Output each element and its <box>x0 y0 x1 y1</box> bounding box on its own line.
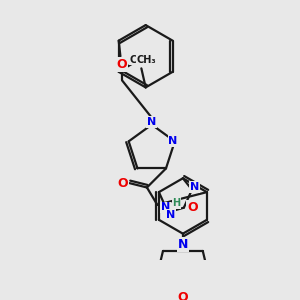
Text: CH₃: CH₃ <box>136 55 156 65</box>
Text: H: H <box>172 198 180 208</box>
Text: N: N <box>161 202 171 212</box>
Text: N: N <box>190 182 199 192</box>
Text: N: N <box>168 136 178 146</box>
Text: O: O <box>117 58 128 71</box>
Text: O: O <box>117 177 128 190</box>
Text: N: N <box>178 238 188 250</box>
Text: CH₃: CH₃ <box>130 55 149 65</box>
Text: N: N <box>166 210 175 220</box>
Text: N: N <box>147 117 156 127</box>
Text: O: O <box>178 291 188 300</box>
Text: O: O <box>187 201 198 214</box>
